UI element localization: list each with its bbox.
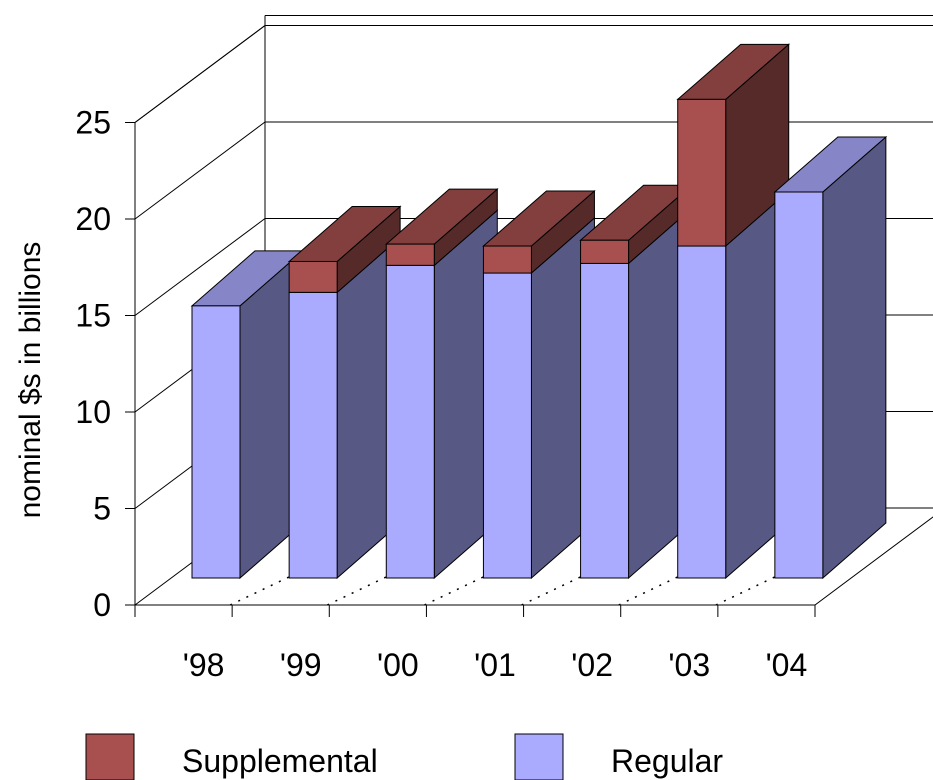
bar-regular — [677, 245, 727, 579]
x-tick-label: '99 — [280, 647, 322, 683]
legend: Supplemental Regular — [85, 733, 723, 780]
bar-regular — [385, 264, 435, 579]
bar-regular — [288, 291, 338, 579]
floor-divider — [618, 574, 683, 606]
floor-divider — [326, 574, 391, 606]
legend-swatch-regular — [514, 733, 564, 780]
bar-regular — [580, 262, 630, 579]
bar-supplemental — [580, 239, 630, 264]
gridline-diagonal — [134, 218, 266, 316]
x-axis: '98 '99 '00 '01 '02 '03 '04 — [134, 605, 816, 683]
bar-regular — [482, 272, 532, 579]
y-tick-label: 25 — [75, 105, 111, 141]
y-tick-label: 5 — [93, 491, 111, 527]
bar-supplemental — [677, 98, 727, 247]
y-tick-label: 10 — [75, 394, 111, 430]
gridline-diagonal — [134, 121, 266, 220]
y-axis: 0 5 10 15 20 25 — [75, 105, 135, 623]
x-tick-label: '98 — [183, 647, 225, 683]
x-tick-label: '03 — [668, 647, 710, 683]
x-tick-label: '01 — [474, 647, 516, 683]
legend-label-regular: Regular — [611, 743, 723, 779]
x-tick-label: '04 — [766, 647, 808, 683]
bar-side-regular — [822, 135, 887, 580]
legend-label-supplemental: Supplemental — [182, 743, 378, 779]
floor-divider — [424, 574, 488, 606]
bars — [190, 43, 888, 580]
gridline-diagonal — [134, 25, 266, 123]
bar-supplemental — [288, 260, 338, 293]
bar-supplemental — [482, 245, 532, 274]
y-axis-title: nominal $s in billions — [14, 242, 47, 519]
floor-divider — [229, 574, 294, 606]
bar-supplemental — [385, 243, 435, 266]
y-tick-label: 0 — [93, 587, 111, 623]
bar-regular — [774, 191, 824, 579]
floor-divider — [715, 574, 780, 606]
y-tick-label: 20 — [75, 201, 111, 237]
x-tick-label: '00 — [377, 647, 419, 683]
legend-swatch-supplemental — [85, 733, 135, 780]
bar-regular — [191, 305, 241, 579]
x-tick-label: '02 — [571, 647, 613, 683]
floor-divider — [521, 574, 585, 606]
y-tick-label: 15 — [75, 298, 111, 334]
